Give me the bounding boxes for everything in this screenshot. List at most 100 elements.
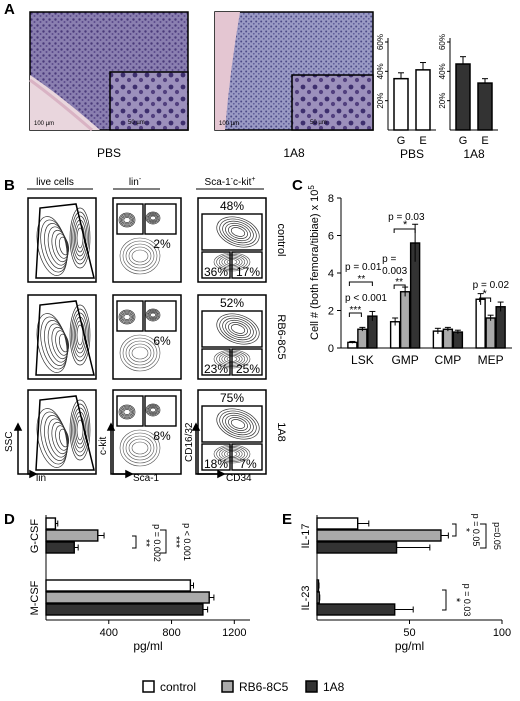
flow-gate-lsk [144,203,177,235]
flow-gate-lin [116,395,144,427]
bar-a-1A8-E [477,82,493,131]
flow-contour [222,412,254,436]
flow-contour [147,213,159,223]
annotation-c-p-gmp1: p = 0.03 [388,212,425,223]
x-tick-label-c: MEP [478,353,504,367]
flow-contour [219,218,257,246]
bar-E-control-IL-23 [316,579,320,592]
flow-gate-live [35,395,95,471]
bar-c-1A8-MEP [495,306,506,349]
annotation-c-p-mep: p = 0.02 [473,280,510,291]
flow-contour [123,409,131,415]
flow-contour [122,337,158,369]
bar-D-control-G-CSF [45,517,57,530]
legend-swatch-control [142,680,155,693]
annotation-d-star1: ** [140,539,151,547]
flow-contour [72,407,88,453]
flow-contour [40,411,68,465]
flow-contour [76,419,84,441]
flow-contour [69,399,91,461]
flow-plot-lin-1 [112,294,182,380]
annotation-c-p-gmp2b: 0.003 [382,266,407,277]
flow-contour [118,404,136,420]
legend-label-control: control [160,680,196,694]
flow-contour [228,225,248,239]
flow-contour [72,312,88,358]
flow-gate-mep [201,348,231,376]
flow-gate-cmp [231,251,263,279]
x-axis-title-E: pg/ml [395,639,424,653]
y-tick-label-a: 60% [376,34,385,50]
flow-contour [122,240,158,272]
flow-contour [128,343,152,363]
category-label-D: G-CSF [29,519,41,554]
annotation-c-star-gmp2: ** [395,277,403,288]
bracket-e-il17-b [480,523,487,549]
bracket-d-rb6 [132,535,137,549]
flow-contour [147,310,159,320]
chart-c: C Cell # (both femora/tibiae) x 105 0 2 4 6 8 L… [292,177,512,367]
y-tick-label-a: 40% [376,63,385,79]
y-tick-label-c: 0 [328,343,334,355]
bar-D-RB6-8C5-M-CSF [45,591,210,604]
x-axis-title-D: pg/ml [133,639,162,653]
bar-E-RB6-8C5-IL-17 [316,529,442,542]
scale-bar-main-1a8: 100 µm [219,121,239,127]
axis-cd34: CD34 [226,473,252,484]
flow-gate-gmp [201,405,263,443]
annotation-e-p3: p = 0.03 [462,584,472,617]
flow-contour [118,212,136,228]
flow-contour [121,214,133,226]
flow-contour [145,403,161,417]
legend-swatch-1a8 [305,680,318,693]
flow-contour [222,317,254,341]
flow-gate-gmp [201,213,263,251]
flow-contour [58,333,70,353]
panel-letter-e: E [282,511,292,528]
bar-a-PBS-E [415,69,431,131]
flow-contour [128,246,152,266]
legend-label-rb6: RB6-8C5 [239,680,289,694]
category-label-E: IL-17 [300,523,312,548]
flow-gate-lin [116,300,144,332]
image-caption-pbs: PBS [97,146,121,160]
flow-pct-lin: 2% [153,237,171,251]
bracket-c-lsk-wide [348,281,373,286]
flow-gate-mep [201,251,231,279]
annotation-c-p-gmp2a: p = [382,254,396,265]
flow-contour [216,408,260,440]
category-label-D: M-CSF [29,580,41,615]
flow-contour [44,320,68,366]
flow-contour [128,438,152,458]
flow-contour [146,309,160,321]
flow-contour [150,215,156,221]
flow-contour [69,207,91,269]
flow-contour [119,405,135,419]
flow-pct-top: 75% [220,391,244,405]
flow-contour [146,212,160,224]
x-tick-label-E: 50 [403,627,415,639]
y-tick-label-a: 60% [438,34,447,50]
annotation-c-star-gmp1: * [403,219,408,231]
annotation-d-p1: p = 0.002 [152,524,162,562]
flow-contour [58,428,70,448]
x-tick-label-c: CMP [435,353,462,367]
flow-contour [125,435,155,461]
flow-contour [119,310,135,324]
bar-c-1A8-LSK [367,315,378,349]
flow-pct-bl: 23% [204,362,228,376]
flow-contour [119,237,161,275]
flow-contour [230,324,246,334]
x-tick-label-D: 400 [100,627,118,639]
bracket-c-lsk-narrow [348,312,362,317]
scale-bar-inset-pbs: 50 µm [128,120,145,126]
flow-contour [47,418,69,458]
y-tick-label-c: 8 [328,193,334,205]
flow-gate-mep [201,443,231,471]
bar-c-control-MEP [475,298,486,349]
flow-contour [125,340,155,366]
flow-pct-top: 48% [220,199,244,213]
flow-contour [69,304,91,366]
flow-contour [71,308,89,362]
